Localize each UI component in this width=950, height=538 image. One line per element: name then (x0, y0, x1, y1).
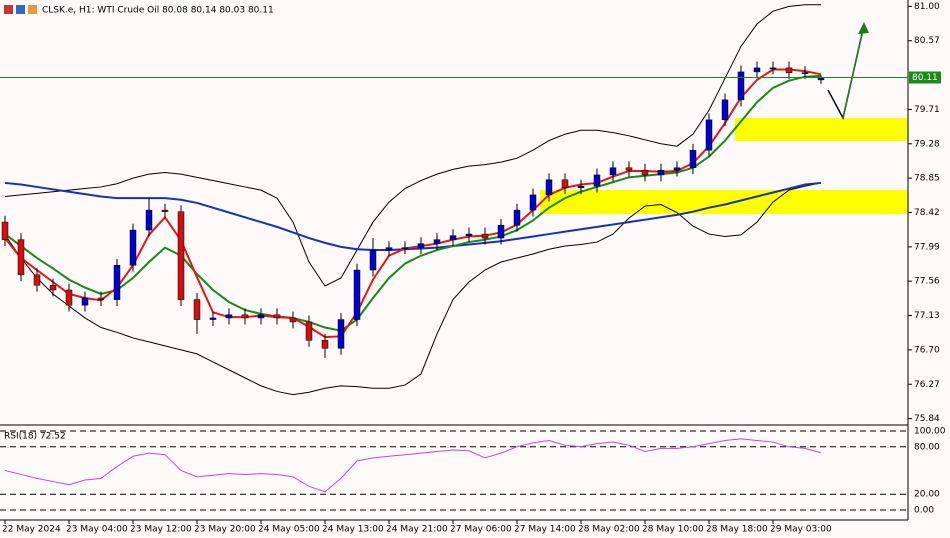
candle-body (49, 284, 57, 291)
candle-body (225, 314, 233, 319)
x-tick-label: 24 May 05:00 (258, 525, 320, 535)
indicator-line (4, 182, 822, 396)
x-tick-label: 27 May 14:00 (514, 525, 576, 535)
candle-body (145, 209, 153, 231)
rsi-line (4, 438, 822, 493)
last-price-label: 80.11 (912, 73, 938, 83)
x-tick-label: 23 May 20:00 (194, 525, 256, 535)
candle-body (561, 179, 569, 188)
candle-body (673, 167, 681, 171)
candle-body (577, 185, 585, 188)
candle-body (161, 209, 169, 212)
candle-body (513, 209, 521, 226)
x-tick-label: 24 May 21:00 (386, 525, 448, 535)
icon (4, 5, 13, 14)
candle-body (497, 225, 505, 239)
icon (28, 5, 37, 14)
candle-body (417, 243, 425, 248)
y-tick-label: 80.57 (914, 36, 940, 46)
x-tick-label: 24 May 13:00 (322, 525, 384, 535)
candle-body (657, 169, 665, 176)
candle-body (449, 235, 457, 240)
candle-body (705, 119, 713, 151)
candle-body (321, 340, 329, 349)
candle-body (689, 149, 697, 169)
x-tick-label: 27 May 06:00 (450, 525, 512, 535)
y-tick-label: 81.00 (914, 2, 940, 12)
candle-body (1, 221, 9, 240)
candle-body (625, 167, 633, 171)
candle-body (465, 233, 473, 236)
candle-body (353, 269, 361, 320)
y-tick-label: 78.85 (914, 174, 940, 184)
candle-body (785, 67, 793, 73)
candle-body (65, 289, 73, 306)
rsi-label: RSI(18) 72.52 (4, 432, 66, 442)
candle-body (369, 249, 377, 271)
candle-body (801, 72, 809, 74)
zone (540, 190, 908, 214)
candle-body (721, 99, 729, 121)
candle-body (305, 321, 313, 341)
x-tick-label: 23 May 12:00 (130, 525, 192, 535)
y-tick-label: 76.27 (914, 380, 940, 390)
y-tick-label: 75.84 (914, 414, 940, 424)
chart-title: CLSK.e, H1: WTI Crude Oil 80.08 80.14 80… (42, 6, 274, 16)
candle-body (17, 239, 25, 276)
x-tick-label: 28 May 18:00 (706, 525, 768, 535)
candle-body (641, 169, 649, 176)
x-tick-label: 28 May 10:00 (642, 525, 704, 535)
candle-body (401, 247, 409, 249)
candle-body (481, 233, 489, 239)
y-tick-label: 79.71 (914, 105, 940, 115)
y-tick-label: 78.42 (914, 208, 940, 218)
indicator-line (4, 68, 822, 339)
candle-body (545, 179, 553, 196)
y-tick-label: 77.56 (914, 277, 940, 287)
candle-body (337, 319, 345, 349)
candle-body (433, 239, 441, 244)
candle-body (129, 229, 137, 266)
x-tick-label: 28 May 02:00 (578, 525, 640, 535)
candle-body (257, 314, 265, 319)
candle-body (273, 314, 281, 319)
candle-body (81, 297, 89, 306)
rsi-tick-label: 80.00 (914, 442, 940, 452)
candle-body (737, 71, 745, 101)
candle-body (33, 274, 41, 286)
icon (16, 5, 25, 14)
candle-body (529, 194, 537, 211)
y-tick-label: 77.13 (914, 311, 940, 321)
candle-body (385, 247, 393, 251)
rsi-tick-label: 0.00 (914, 506, 934, 516)
rsi-tick-label: 20.00 (914, 490, 940, 500)
candle-body (209, 317, 217, 320)
candle-body (113, 264, 121, 300)
candle-body (177, 211, 185, 300)
indicator-line (4, 74, 822, 332)
indicator-line (4, 4, 821, 287)
candle-body (193, 299, 201, 320)
candle-body (593, 174, 601, 187)
y-tick-label: 79.28 (914, 139, 940, 149)
last-price-box (909, 71, 941, 84)
candle-body (609, 167, 617, 176)
zone (735, 118, 908, 141)
rsi-tick-label: 100.00 (914, 427, 946, 437)
arrow-head (858, 22, 869, 34)
candle-body (241, 314, 249, 319)
x-tick-label: 23 May 04:00 (66, 525, 128, 535)
candle-body (289, 317, 297, 323)
candle-body (769, 67, 777, 70)
projection-up (842, 24, 865, 119)
candle-body (97, 297, 105, 300)
x-tick-label: 22 May 2024 (2, 525, 61, 535)
y-tick-label: 77.99 (914, 242, 940, 252)
indicator-line (4, 181, 822, 252)
y-tick-label: 76.70 (914, 345, 940, 355)
candle-body (753, 67, 761, 73)
x-tick-label: 29 May 03:00 (770, 525, 832, 535)
